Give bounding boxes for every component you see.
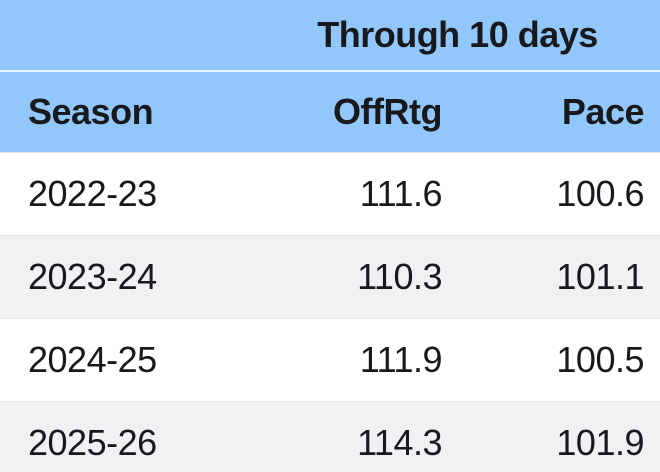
table-row: 2022-23 111.6 100.6 <box>0 151 660 235</box>
pace-cell: 101.9 <box>455 400 660 472</box>
title-spacer-cell <box>0 0 255 72</box>
column-header-row: Season OffRtg Pace <box>0 71 660 152</box>
offrtg-cell: 111.9 <box>255 317 455 401</box>
table-row: 2025-26 114.3 101.9 <box>0 400 660 472</box>
season-cell: 2023-24 <box>0 234 255 318</box>
offrtg-cell: 110.3 <box>255 234 455 318</box>
column-header-pace: Pace <box>455 71 660 152</box>
table-title-row: Through 10 days <box>0 0 660 72</box>
season-cell: 2024-25 <box>0 317 255 401</box>
table-row: 2024-25 111.9 100.5 <box>0 317 660 401</box>
pace-cell: 100.5 <box>455 317 660 401</box>
pace-cell: 100.6 <box>455 151 660 235</box>
table-title: Through 10 days <box>255 0 660 72</box>
season-cell: 2025-26 <box>0 400 255 472</box>
offrtg-cell: 114.3 <box>255 400 455 472</box>
season-cell: 2022-23 <box>0 151 255 235</box>
column-header-season: Season <box>0 71 255 152</box>
table-row: 2023-24 110.3 101.1 <box>0 234 660 318</box>
pace-cell: 101.1 <box>455 234 660 318</box>
offrtg-cell: 111.6 <box>255 151 455 235</box>
column-header-offrtg: OffRtg <box>255 71 455 152</box>
